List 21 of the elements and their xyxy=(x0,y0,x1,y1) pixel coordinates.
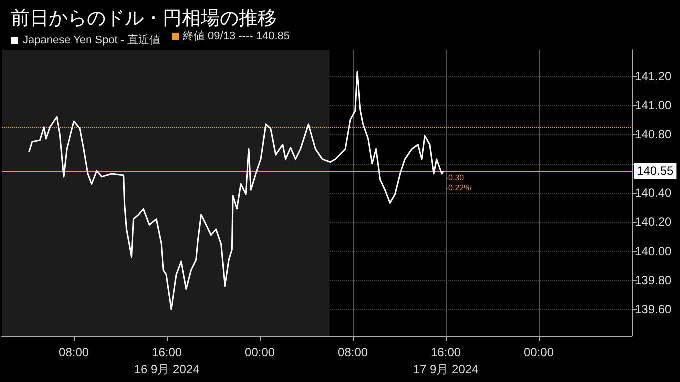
x-tick-label: 00:00 xyxy=(245,346,276,360)
line-series xyxy=(28,71,445,310)
y-tick-label: 140.00 xyxy=(635,244,672,258)
x-tick-label: 00:00 xyxy=(524,346,554,360)
ref-line-label: 140.55 xyxy=(637,164,674,178)
annotation: -0.22% xyxy=(446,184,472,193)
y-tick-label: 140.80 xyxy=(635,128,672,142)
y-tick-label: 141.00 xyxy=(635,98,672,112)
x-tick-label: 16:00 17 9月 2024 xyxy=(413,346,480,376)
x-tick-label: 08:00 xyxy=(59,346,90,360)
y-tick-label: 140.20 xyxy=(635,215,672,230)
legend-label: 終値 09/13 ---- 140.85 xyxy=(182,30,290,42)
y-tick-label: 139.60 xyxy=(635,302,672,317)
annotation: -0.30 xyxy=(446,174,465,183)
y-tick-label: 139.80 xyxy=(635,274,672,288)
y-tick-label: 140.40 xyxy=(635,186,672,200)
y-tick-label: 141.20 xyxy=(635,69,672,84)
legend-label: Japanese Yen Spot - 直近値 xyxy=(23,34,161,46)
chart-title: 前日からのドル・円相場の推移 xyxy=(11,8,277,30)
x-tick-label: 08:00 xyxy=(338,346,368,360)
x-tick-label: 16:00 16 9月 2024 xyxy=(134,346,200,376)
